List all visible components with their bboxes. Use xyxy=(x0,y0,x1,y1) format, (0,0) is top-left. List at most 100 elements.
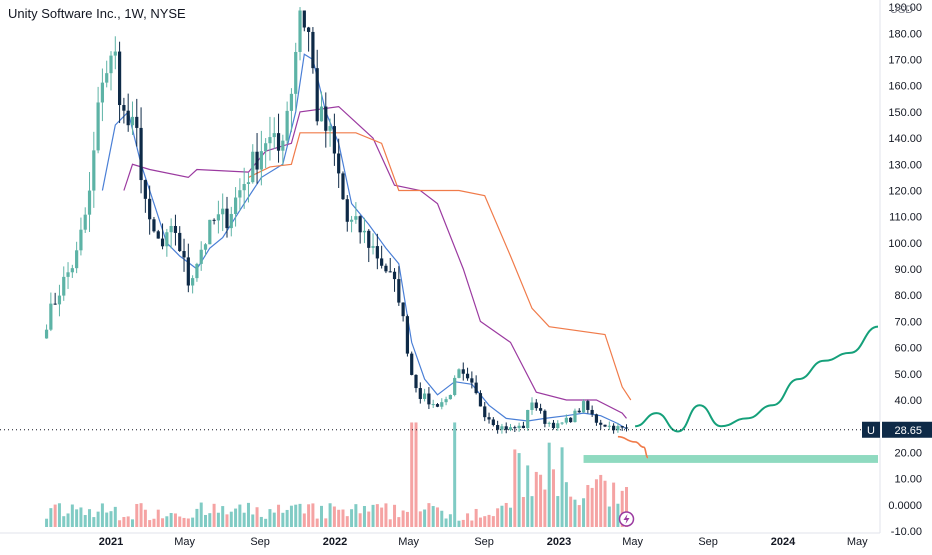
candle-body xyxy=(169,225,173,233)
candle-body xyxy=(83,214,87,230)
volume-bar xyxy=(526,465,530,527)
candle-body xyxy=(285,110,289,141)
y-axis: 190.00 180.00 170.00 160.00 150.00 140.00 130.… xyxy=(862,0,932,538)
candle-body xyxy=(556,423,560,429)
candle-body xyxy=(551,422,556,429)
candle-body xyxy=(152,219,156,232)
candle-body xyxy=(564,417,568,423)
candle-body xyxy=(191,278,195,286)
x-tick-label: Sep xyxy=(698,536,718,548)
candle-body xyxy=(156,231,160,239)
candle-body xyxy=(62,276,66,296)
x-tick-label: 2022 xyxy=(323,536,347,548)
candle-body xyxy=(465,373,470,379)
volume-bar xyxy=(79,507,83,527)
volume-bar xyxy=(582,498,586,527)
candle-body xyxy=(53,303,57,305)
y-tick-label: 170.00 xyxy=(888,54,922,66)
candle-body xyxy=(246,182,251,185)
candle-body xyxy=(530,402,534,410)
candle-body xyxy=(367,230,371,248)
projection-up-curve xyxy=(634,325,879,433)
volume-bar xyxy=(186,518,190,527)
volume-bar xyxy=(113,506,117,527)
volume-bar xyxy=(332,506,336,527)
volume-bar xyxy=(358,513,362,527)
y-tick-label: 10.00 xyxy=(894,474,922,486)
y-tick-label: 20.00 xyxy=(894,447,922,459)
volume-bar xyxy=(393,504,397,527)
volume-bar xyxy=(242,512,246,527)
candle-body xyxy=(75,250,79,269)
volume-bar xyxy=(474,508,478,527)
y-tick-label: 150.00 xyxy=(888,107,922,119)
volume-bar xyxy=(238,504,242,527)
volume-bar xyxy=(62,516,66,527)
volume-bar xyxy=(556,496,560,527)
volume-bar xyxy=(45,518,49,527)
y-tick-label: 120.00 xyxy=(888,185,922,197)
volume-bar xyxy=(178,516,182,527)
symbol-tag xyxy=(862,421,880,438)
candle-body xyxy=(229,213,233,229)
candle-body xyxy=(135,116,139,128)
candle-body xyxy=(100,82,105,103)
volume-bar xyxy=(607,506,611,527)
candle-body xyxy=(264,143,268,152)
volume-bar xyxy=(259,516,263,527)
candle-body xyxy=(345,199,349,222)
volume-bar xyxy=(307,504,311,527)
volume-bar xyxy=(109,511,113,527)
volume-bar xyxy=(272,512,276,527)
volume-bar xyxy=(504,502,508,527)
candle-body xyxy=(341,173,345,200)
volume-bar xyxy=(216,512,220,527)
volume-bar xyxy=(577,505,581,527)
candle-body xyxy=(139,127,143,181)
candle-body xyxy=(126,110,130,126)
y-tick-label: 60.00 xyxy=(894,343,922,355)
volume-bar xyxy=(169,512,173,527)
x-tick-label: Sep xyxy=(250,536,270,548)
candle-body xyxy=(143,180,147,199)
candle-body xyxy=(573,410,577,423)
candle-body xyxy=(453,377,457,395)
candle-body xyxy=(109,55,113,74)
volume-bar xyxy=(564,482,568,527)
currency-label: USD xyxy=(890,4,914,16)
candle-body xyxy=(117,51,122,106)
volume-bars xyxy=(45,422,629,527)
volume-bar xyxy=(539,474,543,527)
volume-bar xyxy=(560,447,564,527)
volume-bar xyxy=(294,504,298,527)
volume-bar xyxy=(513,449,517,527)
volume-bar xyxy=(221,506,225,527)
candle-body xyxy=(122,105,126,111)
candle-body xyxy=(388,271,392,273)
volume-bar xyxy=(281,512,285,527)
volume-bar xyxy=(324,518,328,527)
volume-bar xyxy=(100,503,104,527)
candle-body xyxy=(178,232,182,252)
volume-bar xyxy=(371,504,375,527)
volume-bar xyxy=(500,505,504,527)
candle-body xyxy=(272,133,276,138)
y-tick-label: 50.00 xyxy=(894,369,922,381)
candle-body xyxy=(521,425,526,429)
candle-body xyxy=(315,68,319,122)
candle-body xyxy=(612,425,616,431)
candle-body xyxy=(418,388,422,399)
volume-bar xyxy=(66,513,70,527)
x-tick-label: 2021 xyxy=(99,536,123,548)
candle-body xyxy=(208,219,212,245)
volume-bar xyxy=(470,520,474,527)
volume-bar xyxy=(397,517,401,527)
volume-bar xyxy=(440,510,444,527)
candle-body xyxy=(44,329,49,339)
candle-body xyxy=(199,249,203,264)
volume-bar xyxy=(92,517,96,527)
x-tick-label: May xyxy=(622,536,643,548)
x-tick-label: 2023 xyxy=(547,536,571,548)
